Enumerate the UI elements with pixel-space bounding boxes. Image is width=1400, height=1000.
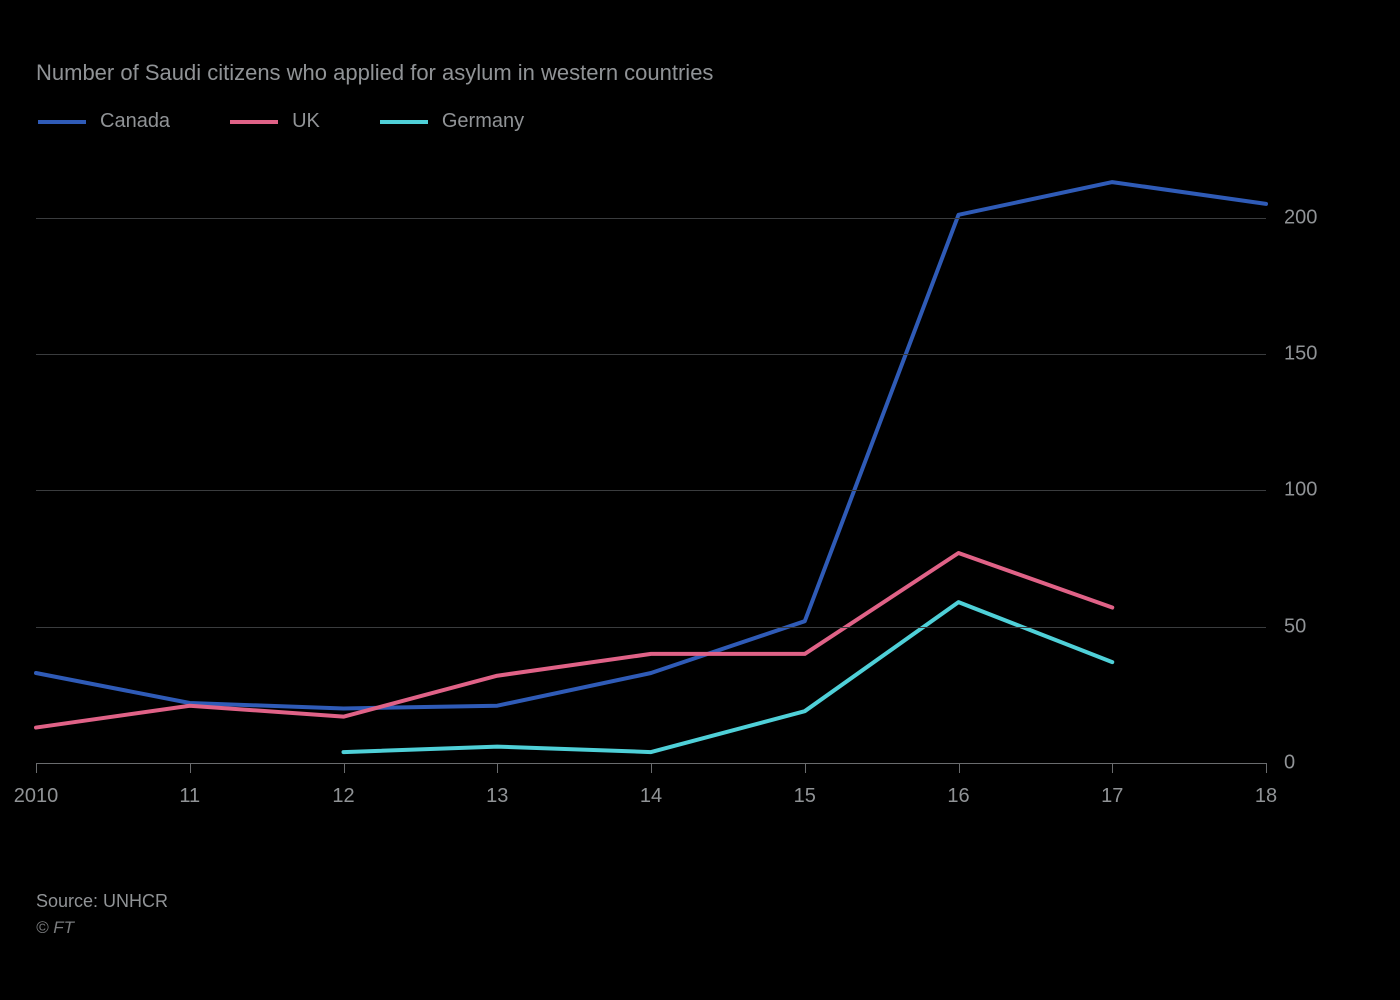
x-axis-label: 16 xyxy=(947,785,969,808)
legend-swatch xyxy=(230,120,278,124)
legend-item: Canada xyxy=(38,110,170,133)
chart-source: Source: UNHCR xyxy=(36,891,1344,912)
gridline xyxy=(36,354,1266,355)
chart-container: Number of Saudi citizens who applied for… xyxy=(0,0,1400,1000)
x-axis-label: 2010 xyxy=(14,785,59,808)
legend-swatch xyxy=(380,120,428,124)
legend-label: Germany xyxy=(442,110,524,133)
chart-plot-box: 05010015020020101112131415161718 xyxy=(36,163,1344,843)
x-tick xyxy=(190,763,191,773)
x-tick xyxy=(805,763,806,773)
legend-item: Germany xyxy=(380,110,524,133)
legend-label: Canada xyxy=(100,110,170,133)
y-axis-label: 100 xyxy=(1284,479,1317,502)
x-axis-label: 11 xyxy=(179,785,200,808)
x-axis-label: 14 xyxy=(640,785,662,808)
x-tick xyxy=(344,763,345,773)
chart-credit: © FT xyxy=(36,918,1344,938)
gridline xyxy=(36,490,1266,491)
y-axis-label: 200 xyxy=(1284,206,1317,229)
chart-title: Number of Saudi citizens who applied for… xyxy=(36,60,1344,86)
gridline xyxy=(36,627,1266,628)
y-axis-label: 150 xyxy=(1284,342,1317,365)
chart-lines-svg xyxy=(36,163,1266,763)
legend-item: UK xyxy=(230,110,320,133)
x-axis-label: 12 xyxy=(332,785,354,808)
x-axis-label: 17 xyxy=(1101,785,1123,808)
y-axis-label: 50 xyxy=(1284,615,1306,638)
x-axis-label: 15 xyxy=(794,785,816,808)
x-tick xyxy=(36,763,37,773)
x-tick xyxy=(1112,763,1113,773)
x-axis-label: 13 xyxy=(486,785,508,808)
series-line xyxy=(36,182,1266,708)
chart-legend: Canada UK Germany xyxy=(36,110,1344,133)
chart-footer: Source: UNHCR © FT xyxy=(36,891,1344,938)
x-tick xyxy=(959,763,960,773)
x-tick xyxy=(1266,763,1267,773)
series-line xyxy=(344,602,1113,752)
legend-swatch xyxy=(38,120,86,124)
x-tick xyxy=(651,763,652,773)
x-axis-label: 18 xyxy=(1255,785,1277,808)
y-axis-label: 0 xyxy=(1284,752,1295,775)
x-tick xyxy=(497,763,498,773)
gridline xyxy=(36,218,1266,219)
legend-label: UK xyxy=(292,110,320,133)
